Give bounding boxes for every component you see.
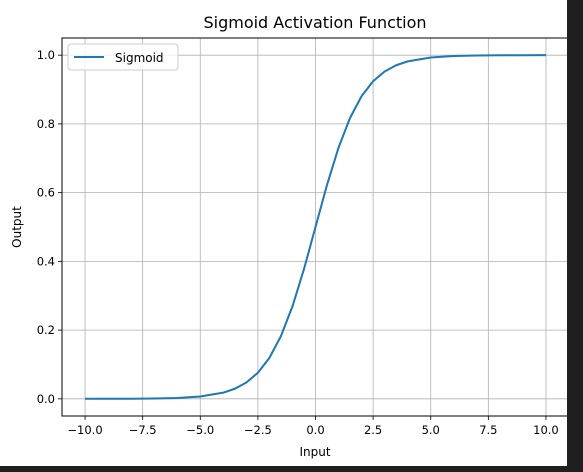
sigmoid-point (373, 81, 374, 82)
sigmoid-point (303, 269, 304, 270)
series-line-sigmoid (85, 54, 546, 400)
x-tick-label: 10.0 (533, 423, 559, 437)
x-tick-label: 2.5 (364, 423, 382, 437)
sigmoid-point (361, 96, 362, 97)
series-layer (84, 54, 546, 400)
x-axis-label: Input (299, 445, 330, 459)
sigmoid-point (384, 71, 385, 72)
sigmoid-point (154, 398, 155, 399)
y-tick-label: 0.8 (37, 117, 55, 131)
sigmoid-point (545, 55, 546, 56)
sigmoid-point (453, 55, 454, 56)
sigmoid-point (430, 57, 431, 58)
sigmoid-point (257, 372, 258, 373)
sigmoid-point (349, 117, 350, 118)
y-axis-ticks: 0.0 0.2 0.4 0.6 0.8 1.0 (37, 48, 62, 406)
figure-canvas: Sigmoid Activation Function −10.0 −7.5 −5.… (0, 0, 570, 466)
x-tick-label: −7.5 (129, 423, 157, 437)
y-tick-label: 1.0 (37, 48, 55, 62)
chart-title: Sigmoid Activation Function (203, 13, 426, 32)
sigmoid-point (84, 398, 85, 399)
x-tick-label: 5.0 (422, 423, 440, 437)
sigmoid-point (326, 184, 327, 185)
y-axis-label: Output (10, 206, 24, 248)
sigmoid-point (315, 226, 316, 227)
legend-box (67, 43, 179, 71)
sigmoid-point (396, 65, 397, 66)
x-tick-label: 7.5 (479, 423, 497, 437)
sigmoid-point (223, 392, 224, 393)
legend-label-sigmoid: Sigmoid (115, 51, 164, 65)
y-tick-label: 0.6 (37, 186, 55, 200)
y-tick-label: 0.0 (37, 392, 55, 406)
legend: Sigmoid (67, 43, 179, 71)
sigmoid-point (234, 388, 235, 389)
x-axis-ticks: −10.0 −7.5 −5.0 −2.5 0.0 2.5 5.0 7.5 10.0 (67, 416, 559, 437)
x-tick-label: −2.5 (244, 423, 272, 437)
sigmoid-point (522, 55, 523, 56)
sigmoid-point (407, 61, 408, 62)
sigmoid-point (476, 55, 477, 56)
window-edge-bottom (0, 466, 583, 472)
sigmoid-point (269, 357, 270, 358)
sigmoid-point (280, 336, 281, 337)
y-tick-label: 0.4 (37, 254, 55, 268)
x-tick-label: 0.0 (306, 423, 324, 437)
sigmoid-point (292, 306, 293, 307)
sigmoid-point (246, 382, 247, 383)
sigmoid-point (107, 398, 108, 399)
sigmoid-point (131, 398, 132, 399)
x-tick-label: −5.0 (186, 423, 214, 437)
sigmoid-point (499, 55, 500, 56)
window-edge-right (567, 0, 583, 472)
sigmoid-point (200, 396, 201, 397)
sigmoid-point (177, 397, 178, 398)
y-tick-label: 0.2 (37, 323, 55, 337)
sigmoid-chart: Sigmoid Activation Function −10.0 −7.5 −5.… (10, 13, 570, 459)
sigmoid-point (338, 147, 339, 148)
x-tick-label: −10.0 (67, 423, 102, 437)
